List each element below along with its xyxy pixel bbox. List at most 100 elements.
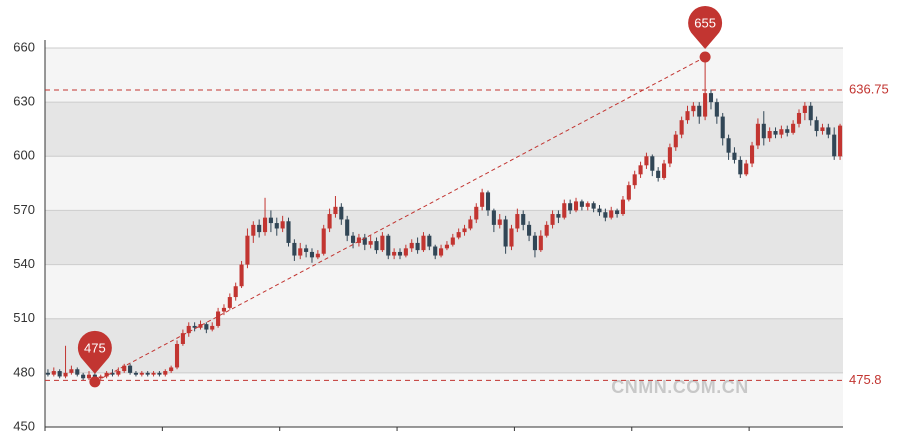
candle-body <box>309 251 315 258</box>
candle-body <box>192 325 197 328</box>
candle-body <box>708 93 714 103</box>
candle-body <box>98 376 103 379</box>
candle-body <box>538 235 543 251</box>
candle-body <box>239 264 244 287</box>
candle-body <box>380 235 385 251</box>
candle-body <box>450 237 455 245</box>
candle-body <box>221 307 227 312</box>
candle-body <box>286 221 291 243</box>
candle-body <box>474 206 479 220</box>
grid-band <box>45 102 843 157</box>
candle-body <box>632 174 637 186</box>
candle-body <box>116 371 121 375</box>
candle-body <box>638 165 643 175</box>
candle-body <box>767 131 772 139</box>
candle-body <box>392 251 397 256</box>
candle-body <box>433 246 438 256</box>
candle-body <box>785 129 790 133</box>
candle-body <box>151 372 156 375</box>
candle-body <box>233 286 238 298</box>
candle-body <box>145 372 150 375</box>
candle-body <box>304 248 309 252</box>
grid-band <box>45 210 843 265</box>
candle-body <box>562 203 567 218</box>
mark-point-dot <box>89 376 101 388</box>
candle-body <box>726 138 731 153</box>
y-tick-label: 510 <box>13 310 35 325</box>
candle-body <box>386 235 391 256</box>
candle-body <box>544 224 549 236</box>
candle-body <box>104 372 109 377</box>
mark-line-label: 636.75 <box>849 81 889 96</box>
candle-body <box>509 228 514 247</box>
candle-body <box>650 156 655 171</box>
candle-body <box>626 185 631 200</box>
candle-body <box>556 214 561 218</box>
candle-body <box>673 134 678 148</box>
candle-body <box>761 123 766 139</box>
candle-body <box>333 206 338 215</box>
y-tick-label: 480 <box>13 364 35 379</box>
candle-body <box>57 371 62 377</box>
y-tick-label: 600 <box>13 148 35 163</box>
candle-body <box>697 105 702 117</box>
candle-body <box>427 235 432 247</box>
candle-body <box>51 371 56 375</box>
candle-body <box>268 217 273 224</box>
mark-point-pin <box>77 330 112 374</box>
candle-body <box>186 325 191 334</box>
candle-body <box>814 120 819 132</box>
candle-body <box>439 248 444 256</box>
candle-body <box>456 232 461 238</box>
candle-body <box>169 367 174 372</box>
candle-body <box>679 120 684 135</box>
candle-body <box>527 224 532 236</box>
candle-body <box>86 374 92 379</box>
candle-body <box>210 325 215 330</box>
candle-body <box>198 324 203 328</box>
candle-body <box>174 343 180 368</box>
candle-body <box>791 123 796 133</box>
candle-body <box>796 112 802 124</box>
candle-body <box>802 105 807 113</box>
candle-body <box>362 237 367 245</box>
candle-body <box>350 235 356 243</box>
candle-body <box>568 203 573 211</box>
candle-body <box>257 224 262 233</box>
candle-body <box>703 93 708 117</box>
candle-body <box>368 241 373 245</box>
mark-point-label: 475 <box>84 340 106 355</box>
candle-body <box>397 251 403 256</box>
candle-body <box>832 134 837 157</box>
candle-body <box>749 145 755 164</box>
grid-band <box>45 48 843 103</box>
candle-body <box>409 242 414 249</box>
candle-body <box>720 116 725 139</box>
candle-body <box>667 147 672 164</box>
candle-body <box>110 372 115 375</box>
mark-line-label: 475.8 <box>849 372 882 387</box>
candle-body <box>163 371 168 375</box>
candle-body <box>485 192 491 211</box>
candle-body <box>550 214 555 225</box>
candle-body <box>315 253 320 258</box>
y-tick-label: 540 <box>13 256 35 271</box>
grid-band <box>45 264 843 319</box>
candle-body <box>444 244 449 249</box>
candle-body <box>81 374 86 379</box>
candle-body <box>204 324 209 330</box>
candle-body <box>415 242 420 251</box>
candle-body <box>262 217 268 233</box>
y-tick-label: 660 <box>13 39 35 54</box>
candle-body <box>321 228 326 254</box>
mark-point-dot <box>699 51 711 63</box>
candle-body <box>755 123 760 146</box>
candle-body <box>732 152 737 160</box>
y-tick-label: 450 <box>13 418 35 431</box>
candle-body <box>251 224 256 236</box>
candle-body <box>345 219 350 236</box>
candle-body <box>280 221 285 229</box>
y-tick-label: 570 <box>13 202 35 217</box>
candle-body <box>245 235 250 265</box>
